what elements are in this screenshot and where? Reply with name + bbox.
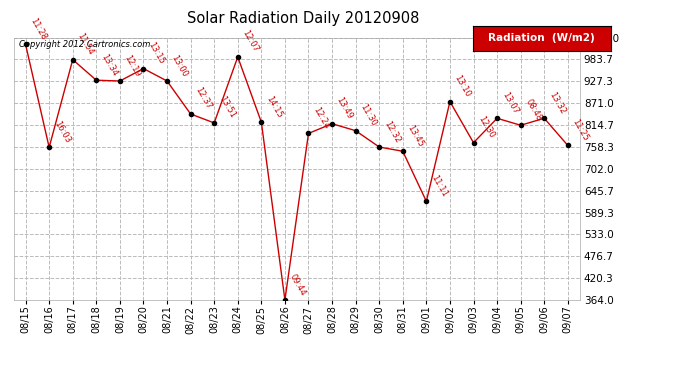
Text: 12:19: 12:19 (123, 53, 142, 78)
Text: Radiation  (W/m2): Radiation (W/m2) (489, 33, 595, 44)
Text: 13:00: 13:00 (170, 53, 190, 78)
Text: 14:15: 14:15 (264, 94, 284, 119)
Text: 12:32: 12:32 (382, 119, 402, 144)
Text: 11:28: 11:28 (28, 16, 48, 42)
Text: 13:49: 13:49 (335, 96, 355, 121)
Text: 11:11: 11:11 (429, 174, 448, 199)
Text: 11:30: 11:30 (358, 103, 378, 128)
Text: 11:25: 11:25 (571, 118, 590, 142)
Text: 12:30: 12:30 (476, 115, 496, 140)
Text: 08:48: 08:48 (524, 97, 543, 123)
Text: 09:44: 09:44 (288, 272, 307, 297)
Text: 13:51: 13:51 (217, 95, 237, 120)
Text: Copyright 2012 Cartronics.com: Copyright 2012 Cartronics.com (19, 40, 151, 49)
Text: 13:15: 13:15 (146, 40, 166, 66)
Text: 13:45: 13:45 (406, 123, 425, 148)
Text: 16:03: 16:03 (52, 119, 72, 145)
Text: Solar Radiation Daily 20120908: Solar Radiation Daily 20120908 (188, 11, 420, 26)
Text: 13:10: 13:10 (453, 74, 473, 99)
Text: 13:32: 13:32 (547, 90, 566, 116)
Text: 12:37: 12:37 (193, 86, 213, 111)
Text: 11:54: 11:54 (75, 32, 95, 57)
Text: 13:34: 13:34 (99, 52, 119, 77)
Text: 12:24: 12:24 (311, 106, 331, 130)
Text: 12:07: 12:07 (241, 29, 260, 54)
Text: 13:07: 13:07 (500, 90, 520, 116)
